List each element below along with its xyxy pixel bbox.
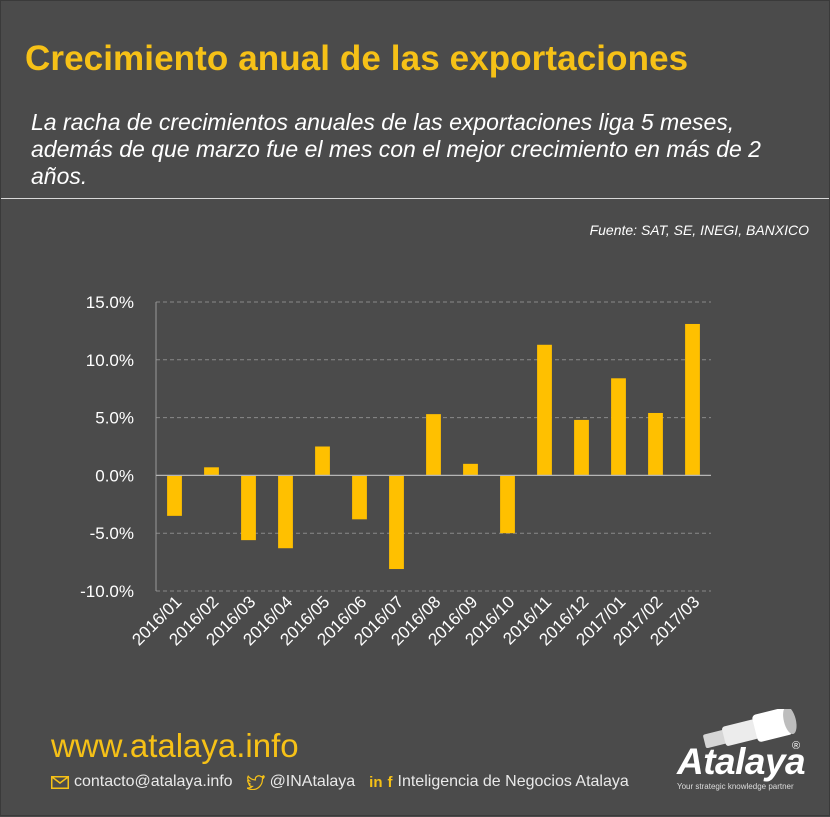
page-title: Crecimiento anual de las exportaciones	[25, 39, 689, 78]
y-tick-label: 0.0%	[95, 466, 134, 485]
logo-tagline: Your strategic knowledge partner	[677, 782, 794, 791]
y-tick-label: 10.0%	[86, 351, 134, 370]
bar	[389, 475, 404, 570]
bar	[611, 378, 626, 476]
bar	[278, 475, 293, 549]
bar	[241, 475, 256, 541]
logo-wordmark: Atalaya	[677, 741, 806, 782]
facebook-icon[interactable]: f	[387, 773, 393, 791]
telescope-icon	[703, 709, 797, 749]
bar	[463, 463, 478, 476]
registered-mark: ®	[792, 740, 801, 752]
bar	[167, 475, 182, 516]
page-subtitle: La racha de crecimientos anuales de las …	[31, 109, 761, 189]
envelope-icon	[51, 775, 69, 789]
website-link[interactable]: www.atalaya.info	[51, 727, 299, 764]
bar	[685, 323, 700, 476]
social-name-link[interactable]: Inteligencia de Negocios Atalaya	[397, 773, 629, 790]
header-divider	[1, 198, 829, 199]
source-note: Fuente: SAT, SE, INEGI, BANXICO	[589, 222, 809, 238]
y-tick-label: 15.0%	[86, 293, 134, 312]
footer-contacts: contacto@atalaya.info @INAtalaya in f In…	[51, 773, 629, 791]
bar	[500, 475, 515, 534]
bar	[426, 414, 441, 476]
bar	[574, 419, 589, 476]
y-tick-label: -5.0%	[90, 524, 134, 543]
bar	[315, 446, 330, 476]
bar	[537, 344, 552, 476]
y-tick-label: -10.0%	[80, 582, 134, 601]
contact-email-link[interactable]: contacto@atalaya.info	[74, 773, 233, 790]
linkedin-icon[interactable]: in	[369, 773, 383, 791]
y-tick-label: 5.0%	[95, 409, 134, 428]
twitter-handle-link[interactable]: @INAtalaya	[269, 773, 356, 790]
bar	[204, 467, 219, 476]
twitter-bird-icon	[246, 774, 265, 790]
bar	[352, 475, 367, 520]
bar	[648, 412, 663, 476]
